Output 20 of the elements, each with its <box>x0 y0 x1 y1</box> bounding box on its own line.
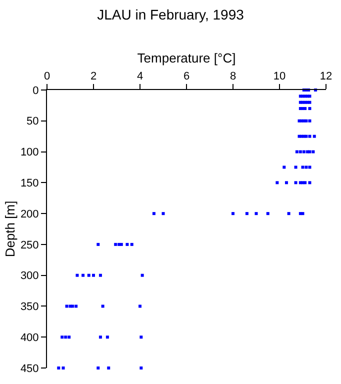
x-tick-label: 10 <box>273 70 286 83</box>
y-tick-label: 400 <box>20 332 39 344</box>
y-tick-label: 350 <box>20 301 39 314</box>
x-tick-label: 0 <box>44 70 50 83</box>
x-tick-label: 2 <box>90 70 97 83</box>
x-tick-label: 12 <box>320 70 332 83</box>
y-tick-label: 200 <box>20 208 39 220</box>
y-axis-title: Depth [m] <box>2 200 18 258</box>
y-tick-label: 250 <box>20 239 39 252</box>
y-tick-label: 150 <box>20 178 39 190</box>
y-tick-label: 0 <box>32 84 39 97</box>
y-tick-label: 100 <box>20 146 39 159</box>
y-tick-label: 50 <box>26 116 39 128</box>
x-tick-label: 8 <box>230 70 236 83</box>
y-tick-label: 450 <box>20 362 39 375</box>
x-axis-title: Temperature [°C] <box>137 50 236 66</box>
chart-title: JLAU in February, 1993 <box>97 6 244 22</box>
x-tick-label: 6 <box>183 70 190 83</box>
y-tick-label: 300 <box>20 270 39 282</box>
x-tick-label: 4 <box>136 70 144 83</box>
